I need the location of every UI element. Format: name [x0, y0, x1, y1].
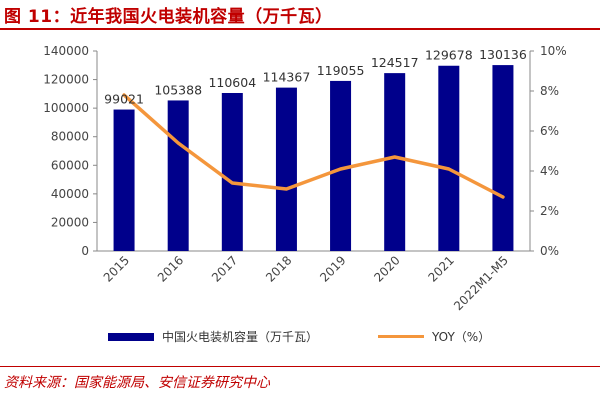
- title-rule: [0, 28, 600, 30]
- yoy-point: [122, 93, 126, 97]
- legend-swatch-line: [378, 335, 424, 338]
- x-tick-label: 2020: [371, 253, 402, 284]
- bar: [167, 100, 189, 252]
- x-tick-label: 2018: [263, 253, 294, 284]
- y-left-tick-label: 0: [81, 244, 89, 258]
- x-tick-label: 2015: [101, 253, 132, 284]
- legend-swatch-bar: [108, 332, 154, 341]
- y-right-tick-label: 8%: [540, 84, 559, 98]
- y-left-tick-label: 60000: [51, 158, 89, 172]
- legend-item-bar: 中国火电装机容量（万千瓦）: [108, 328, 318, 345]
- bar-value-label: 110604: [208, 75, 256, 90]
- bar-value-label: 124517: [371, 55, 419, 70]
- y-left-tick-label: 120000: [43, 73, 89, 87]
- bar-value-label: 119055: [317, 63, 365, 78]
- bar: [330, 80, 352, 251]
- legend-label-bar: 中国火电装机容量（万千瓦）: [162, 330, 319, 344]
- legend-label-line: YOY（%）: [432, 330, 491, 344]
- y-left-tick-label: 20000: [51, 215, 89, 229]
- legend-item-line: YOY（%）: [378, 328, 490, 345]
- yoy-point: [230, 181, 234, 185]
- x-tick-label: 2017: [209, 253, 240, 284]
- y-left-tick-label: 80000: [51, 130, 89, 144]
- source-rule: [0, 366, 600, 367]
- bar: [113, 109, 135, 251]
- yoy-point: [284, 187, 288, 191]
- chart-title: 图 11：近年我国火电装机容量（万千瓦）: [4, 7, 333, 27]
- yoy-point: [393, 155, 397, 159]
- bar: [221, 92, 243, 251]
- bar-value-label: 130136: [479, 47, 527, 62]
- bar: [384, 73, 406, 251]
- bar: [275, 87, 297, 251]
- bar: [438, 65, 460, 251]
- x-tick-label: 2016: [155, 253, 186, 284]
- yoy-point: [339, 167, 343, 171]
- bar-value-label: 129678: [425, 48, 473, 63]
- x-tick-label: 2022M1-M5: [451, 253, 511, 313]
- y-left-tick-label: 140000: [43, 44, 89, 58]
- bar-value-label: 99021: [104, 92, 144, 107]
- x-tick-label: 2021: [425, 253, 456, 284]
- yoy-point: [176, 141, 180, 145]
- y-right-tick-label: 2%: [540, 204, 559, 218]
- source-note: 资料来源：国家能源局、安信证券研究中心: [4, 375, 270, 391]
- x-tick-label: 2019: [317, 253, 348, 284]
- y-right-tick-label: 6%: [540, 124, 559, 138]
- y-right-tick-label: 4%: [540, 164, 559, 178]
- yoy-point: [447, 167, 451, 171]
- y-right-tick-label: 10%: [540, 44, 567, 58]
- y-left-tick-label: 40000: [51, 187, 89, 201]
- bar: [492, 65, 514, 251]
- yoy-point: [501, 195, 505, 199]
- yoy-line: [122, 93, 505, 199]
- bar-value-label: 114367: [263, 70, 311, 85]
- chart-canvas: 0 20000 40000 60000 80000 100000 120000 140000 0…: [43, 44, 567, 313]
- y-right-tick-label: 0%: [540, 244, 559, 258]
- y-left-tick-label: 100000: [43, 101, 89, 115]
- bar-value-label: 105388: [154, 82, 202, 97]
